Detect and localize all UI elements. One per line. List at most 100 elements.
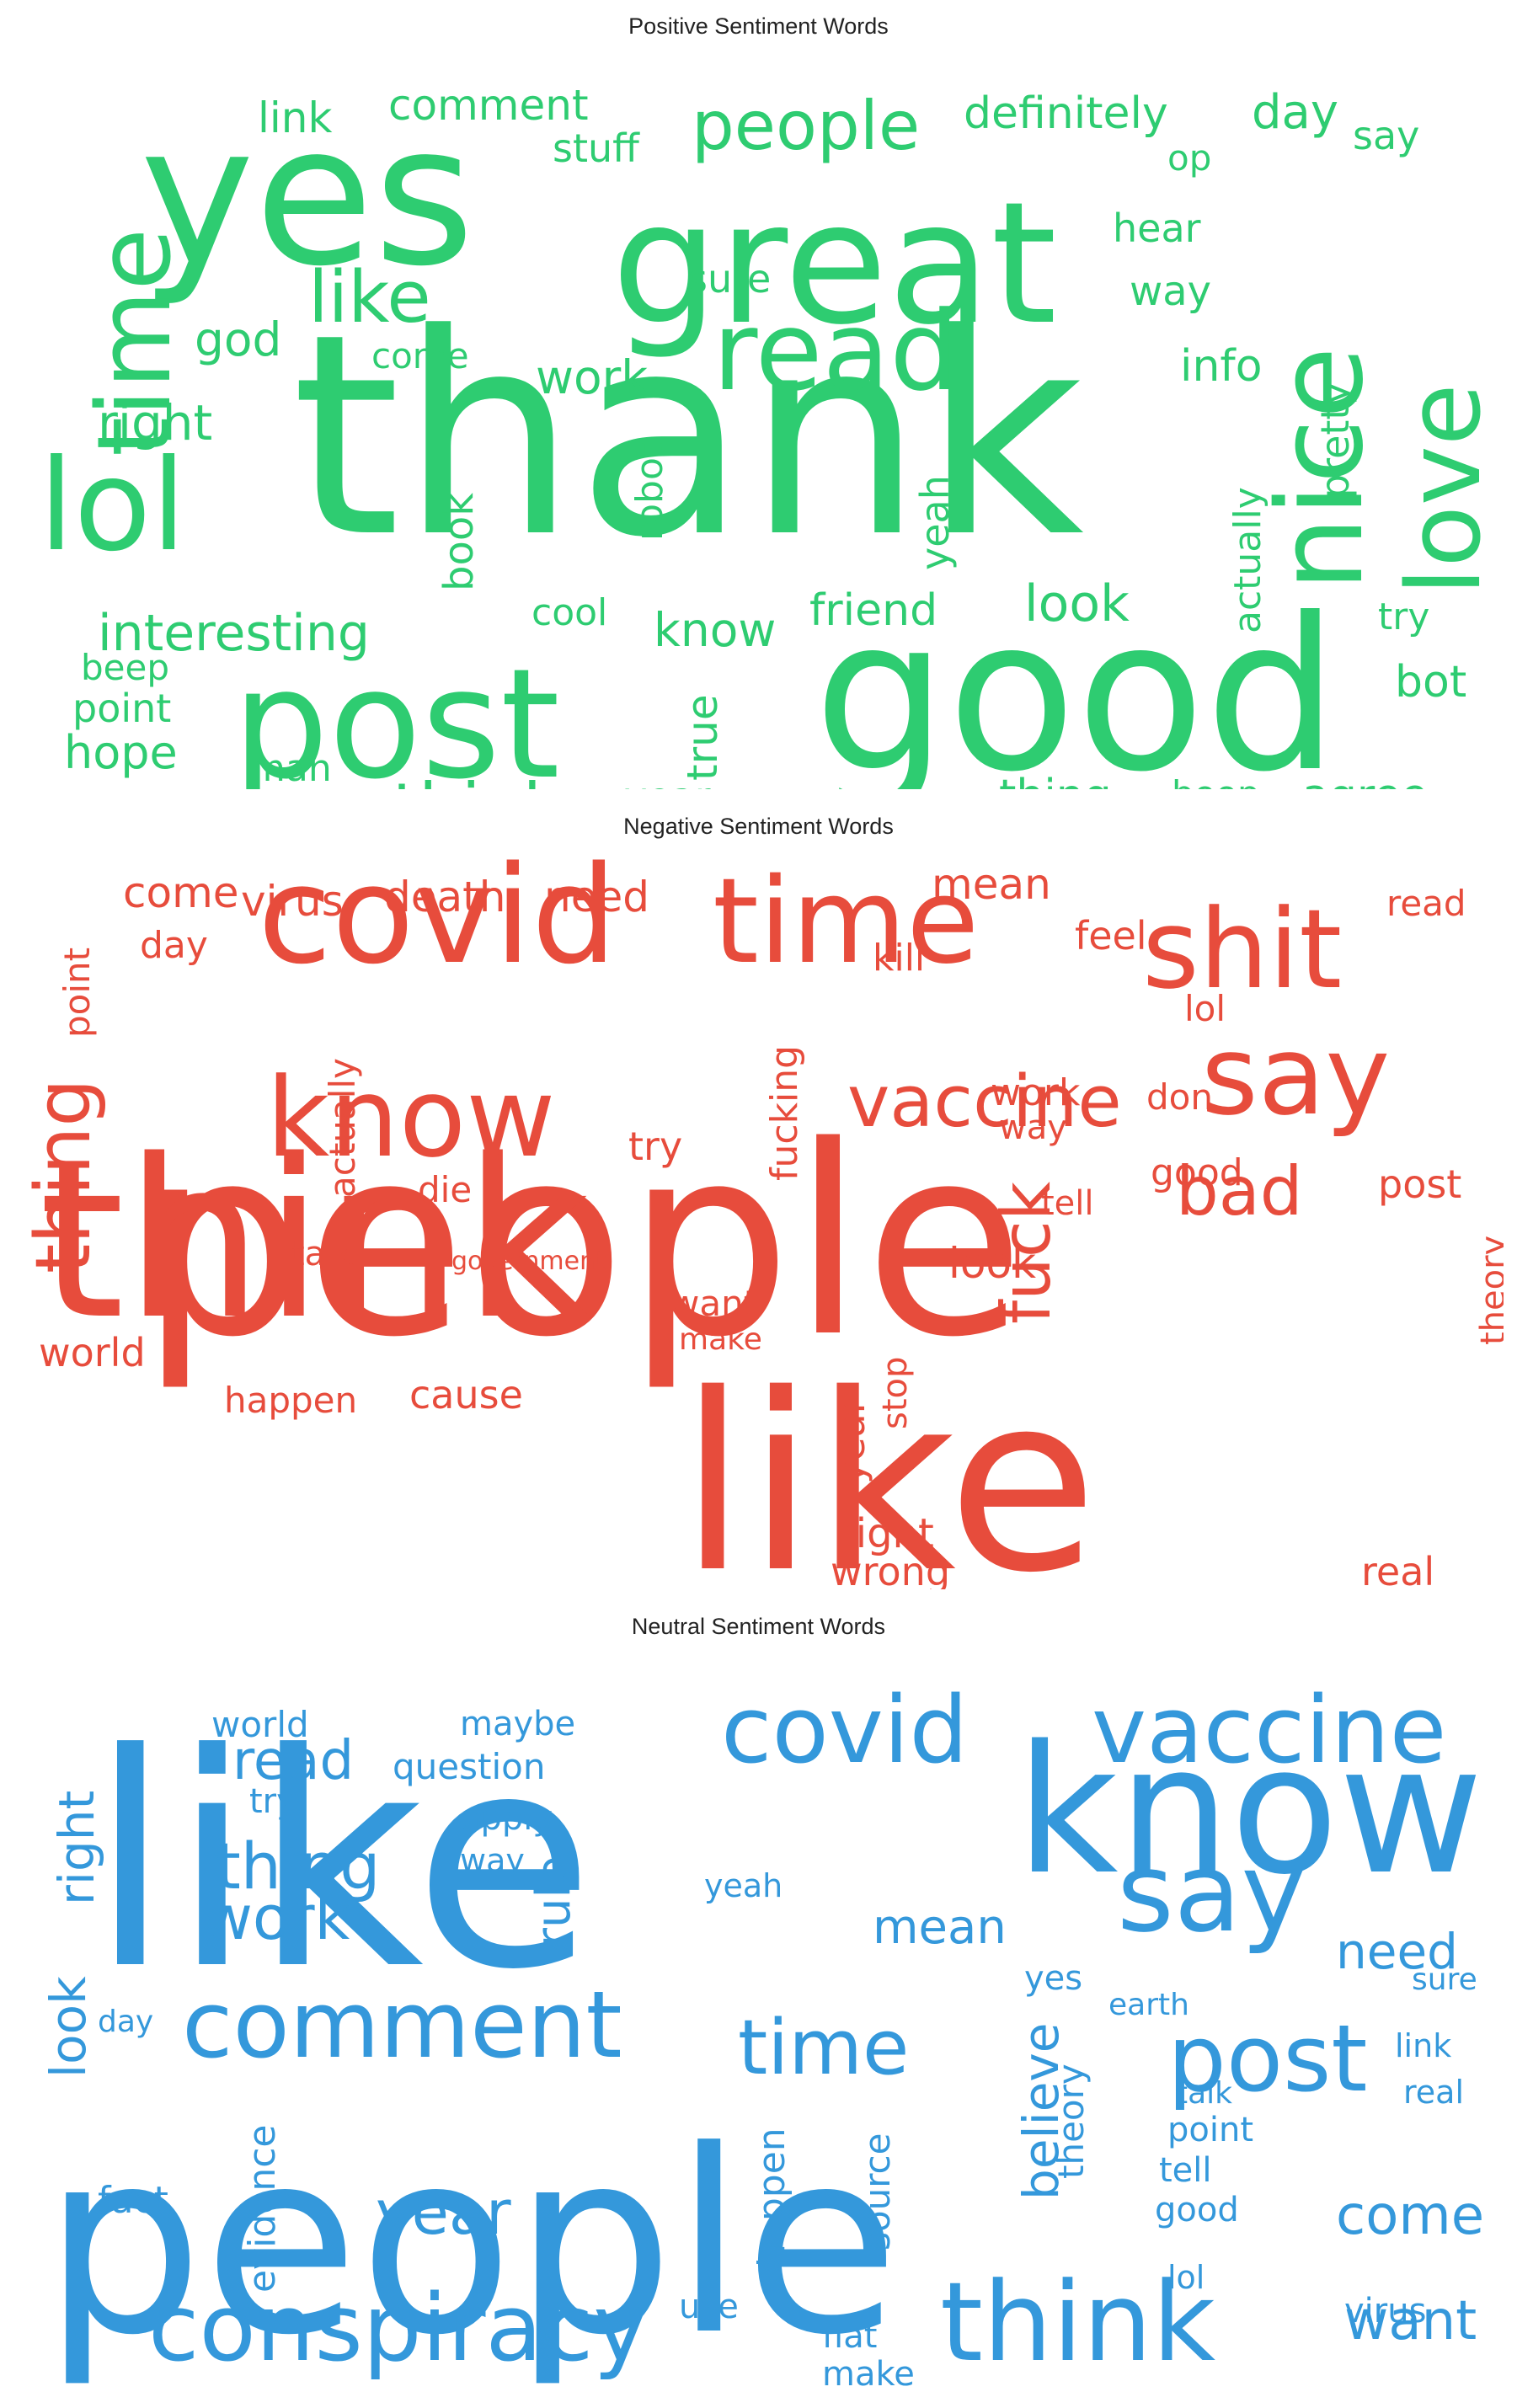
- word-robot: robot: [628, 443, 671, 541]
- word-lol: lol: [39, 433, 186, 579]
- word-talk: talk: [291, 1235, 355, 1273]
- word-like: like: [308, 256, 431, 339]
- word-work: work: [536, 350, 648, 404]
- word-come: come: [371, 335, 469, 376]
- word-way: way: [999, 1108, 1067, 1147]
- word-say: say: [1117, 1829, 1306, 1957]
- word-fucking: fucking: [763, 1045, 806, 1181]
- word-real: real: [1361, 1549, 1434, 1589]
- word-happen: happen: [750, 2128, 793, 2267]
- word-like: like: [679, 1343, 1098, 1589]
- word-flat: flat: [822, 2317, 877, 2356]
- word-nice: nice: [1253, 346, 1390, 591]
- word-believe: believe: [1012, 2023, 1070, 2200]
- word-year: year: [828, 1397, 873, 1484]
- word-day: day: [98, 2005, 153, 2039]
- word-read: read: [232, 1730, 354, 1792]
- word-read: read: [1386, 883, 1466, 924]
- word-want: want: [1344, 2290, 1477, 2352]
- word-virus: virus: [1344, 2292, 1426, 2331]
- word-try: try: [249, 1782, 296, 1821]
- word-good: good: [1151, 1151, 1243, 1194]
- word-evidence: evidence: [241, 2125, 284, 2293]
- word-vaccine: vaccine: [847, 1060, 1122, 1144]
- word-time: time: [77, 228, 194, 457]
- word-yes: yes: [140, 84, 474, 309]
- word-way: way: [460, 1842, 525, 1879]
- word-try: try: [628, 1124, 682, 1169]
- word-true: true: [678, 694, 727, 781]
- word-come: come: [123, 868, 239, 917]
- word-think: think: [393, 769, 563, 789]
- word-info: info: [1180, 341, 1263, 392]
- chart-title: Negative Sentiment Words: [623, 814, 894, 839]
- word-time: time: [738, 2004, 909, 2092]
- word-yeah: yeah: [704, 1867, 783, 1904]
- word-link: link: [1395, 2027, 1451, 2064]
- word-post: post: [232, 637, 560, 789]
- word-time: time: [713, 853, 979, 990]
- word-right: right: [839, 1510, 934, 1557]
- chart-title: Neutral Sentiment Words: [631, 1614, 886, 1639]
- word-thank: thank: [291, 275, 1084, 598]
- word-hear: hear: [1113, 206, 1201, 251]
- word-post: post: [1167, 2005, 1368, 2112]
- word-op: op: [1167, 137, 1211, 179]
- word-pretty: pretty: [1312, 382, 1358, 499]
- word-yes: yes: [1024, 1959, 1082, 1998]
- word-make: make: [822, 2355, 915, 2389]
- word-work: work: [991, 1071, 1081, 1114]
- word-cloud-svg: people like know covid vaccine say comment time…: [40, 1676, 1484, 2389]
- word-right: right: [48, 1791, 105, 1905]
- word-government: government: [451, 1247, 606, 1276]
- word-year: year: [624, 774, 711, 789]
- word-bot: bot: [1395, 657, 1466, 707]
- word-theory: theory: [1474, 1236, 1504, 1345]
- word-look: look: [1024, 574, 1130, 633]
- word-mean: mean: [873, 1900, 1007, 1955]
- word-actually: actually: [1226, 487, 1269, 633]
- word-day: day: [1252, 85, 1338, 140]
- word-thing: thing: [999, 771, 1112, 789]
- word-say: say: [1353, 113, 1419, 158]
- word-die: die: [418, 1169, 472, 1210]
- word-cloud: people like think covid time shit know say vacci…: [13, 844, 1504, 1589]
- word-talk: talk: [1176, 2076, 1232, 2111]
- word-year: year: [376, 2177, 511, 2248]
- word-bad: bad: [1176, 1152, 1303, 1231]
- word-thing: thing: [216, 1829, 381, 1903]
- word-beep: beep: [81, 647, 169, 688]
- word-tell: tell: [1041, 1184, 1094, 1223]
- word-lol: lol: [1167, 2259, 1205, 2296]
- word-know: know: [654, 603, 776, 657]
- word-conspiracy: conspiracy: [148, 2274, 648, 2382]
- word-real: real: [1403, 2074, 1464, 2111]
- word-know: know: [1016, 1707, 1483, 1914]
- word-man: man: [249, 747, 332, 789]
- word-good: good: [814, 573, 1338, 789]
- word-try: try: [1378, 595, 1429, 638]
- word-wrong: wrong: [831, 1549, 950, 1589]
- word-thing: thing: [19, 1078, 108, 1273]
- word-stuff: stuff: [553, 125, 640, 171]
- word-interesting: interesting: [98, 604, 370, 663]
- word-people: people: [692, 87, 920, 165]
- word-think: think: [39, 1113, 590, 1368]
- word-people: people: [43, 2096, 900, 2389]
- word-link: link: [258, 93, 332, 142]
- word-kill: kill: [873, 937, 925, 980]
- word-theory: theory: [1050, 2064, 1092, 2179]
- word-mean: mean: [932, 860, 1051, 909]
- word-sure: sure: [1412, 1962, 1477, 1997]
- word-stop: stop: [876, 1357, 915, 1429]
- word-love: love: [1386, 383, 1504, 595]
- word-hope: hope: [64, 726, 178, 779]
- word-friend: friend: [809, 585, 937, 636]
- word-covid: covid: [258, 844, 617, 994]
- word-come: come: [1336, 2185, 1484, 2247]
- word-use: use: [679, 2288, 739, 2326]
- word-comment: comment: [388, 81, 589, 130]
- word-people: people: [140, 1091, 1025, 1395]
